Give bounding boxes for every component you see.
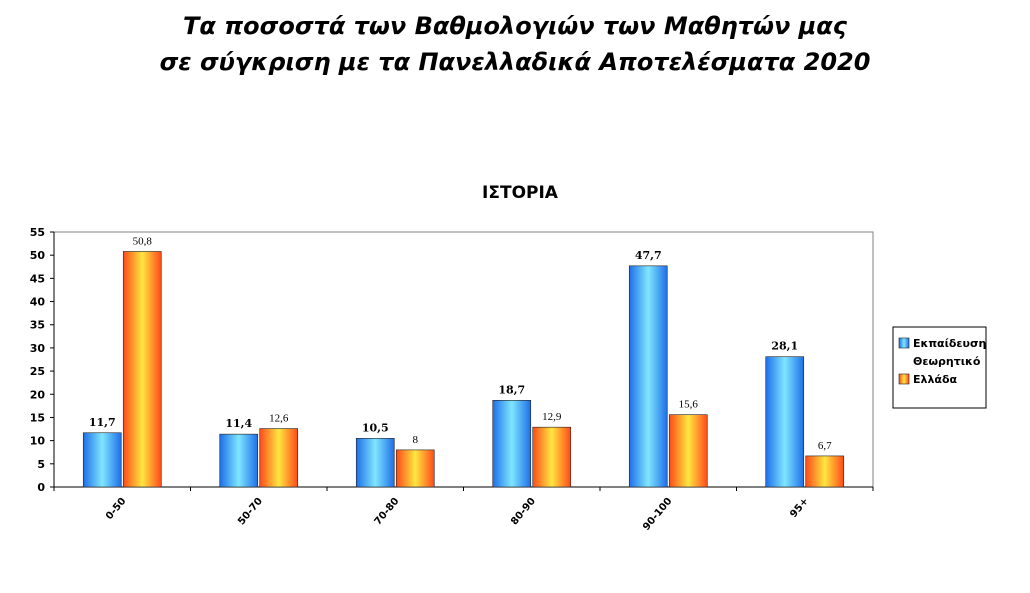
plot-area	[53, 231, 874, 488]
legend-label: Θεωρητικό	[913, 355, 981, 368]
data-label: 47,7	[635, 249, 662, 262]
data-label: 6,7	[818, 440, 832, 452]
bar	[219, 433, 259, 488]
bar	[628, 265, 668, 488]
legend-swatch	[898, 373, 910, 385]
bar	[259, 428, 299, 488]
bar	[765, 356, 805, 488]
y-tick-label: 10	[30, 435, 46, 448]
data-label: 50,8	[133, 235, 153, 247]
y-tick-label: 25	[30, 365, 45, 378]
y-tick-label: 0	[37, 481, 45, 494]
y-tick-label: 5	[37, 458, 45, 471]
x-tick-label: 70-80	[373, 496, 402, 528]
data-label: 12,9	[542, 411, 562, 423]
bar	[355, 438, 395, 488]
page-title-line-2: σε σύγκριση με τα Πανελλαδικά Αποτελέσμα…	[159, 48, 871, 76]
y-tick-label: 30	[30, 342, 46, 355]
data-label: 10,5	[362, 421, 389, 434]
data-label: 12,6	[269, 413, 289, 425]
x-tick-label: 80-90	[509, 496, 538, 528]
bar	[805, 455, 845, 488]
x-tick-label: 50-70	[236, 496, 265, 528]
y-tick-label: 55	[30, 226, 45, 239]
bar	[122, 251, 162, 488]
legend-label: Εκπαίδευση	[913, 337, 986, 350]
bar	[668, 414, 708, 488]
y-tick-label: 45	[30, 272, 45, 285]
bar	[395, 449, 435, 488]
data-label: 18,7	[498, 383, 525, 396]
page-title: Τα ποσοστά των Βαθμολογιών των Μαθητών μ…	[0, 8, 1030, 80]
data-label: 15,6	[679, 399, 699, 411]
page-title-line-1: Τα ποσοστά των Βαθμολογιών των Μαθητών μ…	[182, 12, 848, 40]
y-tick-label: 50	[30, 249, 46, 262]
x-tick-label: 95+	[788, 496, 811, 520]
bar	[532, 426, 572, 488]
data-label: 11,4	[225, 417, 252, 430]
data-label: 8	[413, 434, 419, 446]
data-label: 28,1	[771, 340, 798, 353]
data-label: 11,7	[89, 416, 116, 429]
y-tick-label: 40	[30, 296, 46, 309]
bar	[82, 432, 122, 488]
bar	[492, 399, 532, 488]
legend-swatch	[898, 337, 910, 349]
y-tick-label: 35	[30, 319, 45, 332]
chart-title: ΙΣΤΟΡΙΑ	[482, 183, 559, 203]
legend-label: Ελλάδα	[913, 373, 958, 386]
x-tick-label: 0-50	[104, 496, 129, 522]
y-tick-label: 20	[30, 388, 46, 401]
y-tick-label: 15	[30, 411, 45, 424]
x-tick-label: 90-100	[641, 496, 674, 533]
